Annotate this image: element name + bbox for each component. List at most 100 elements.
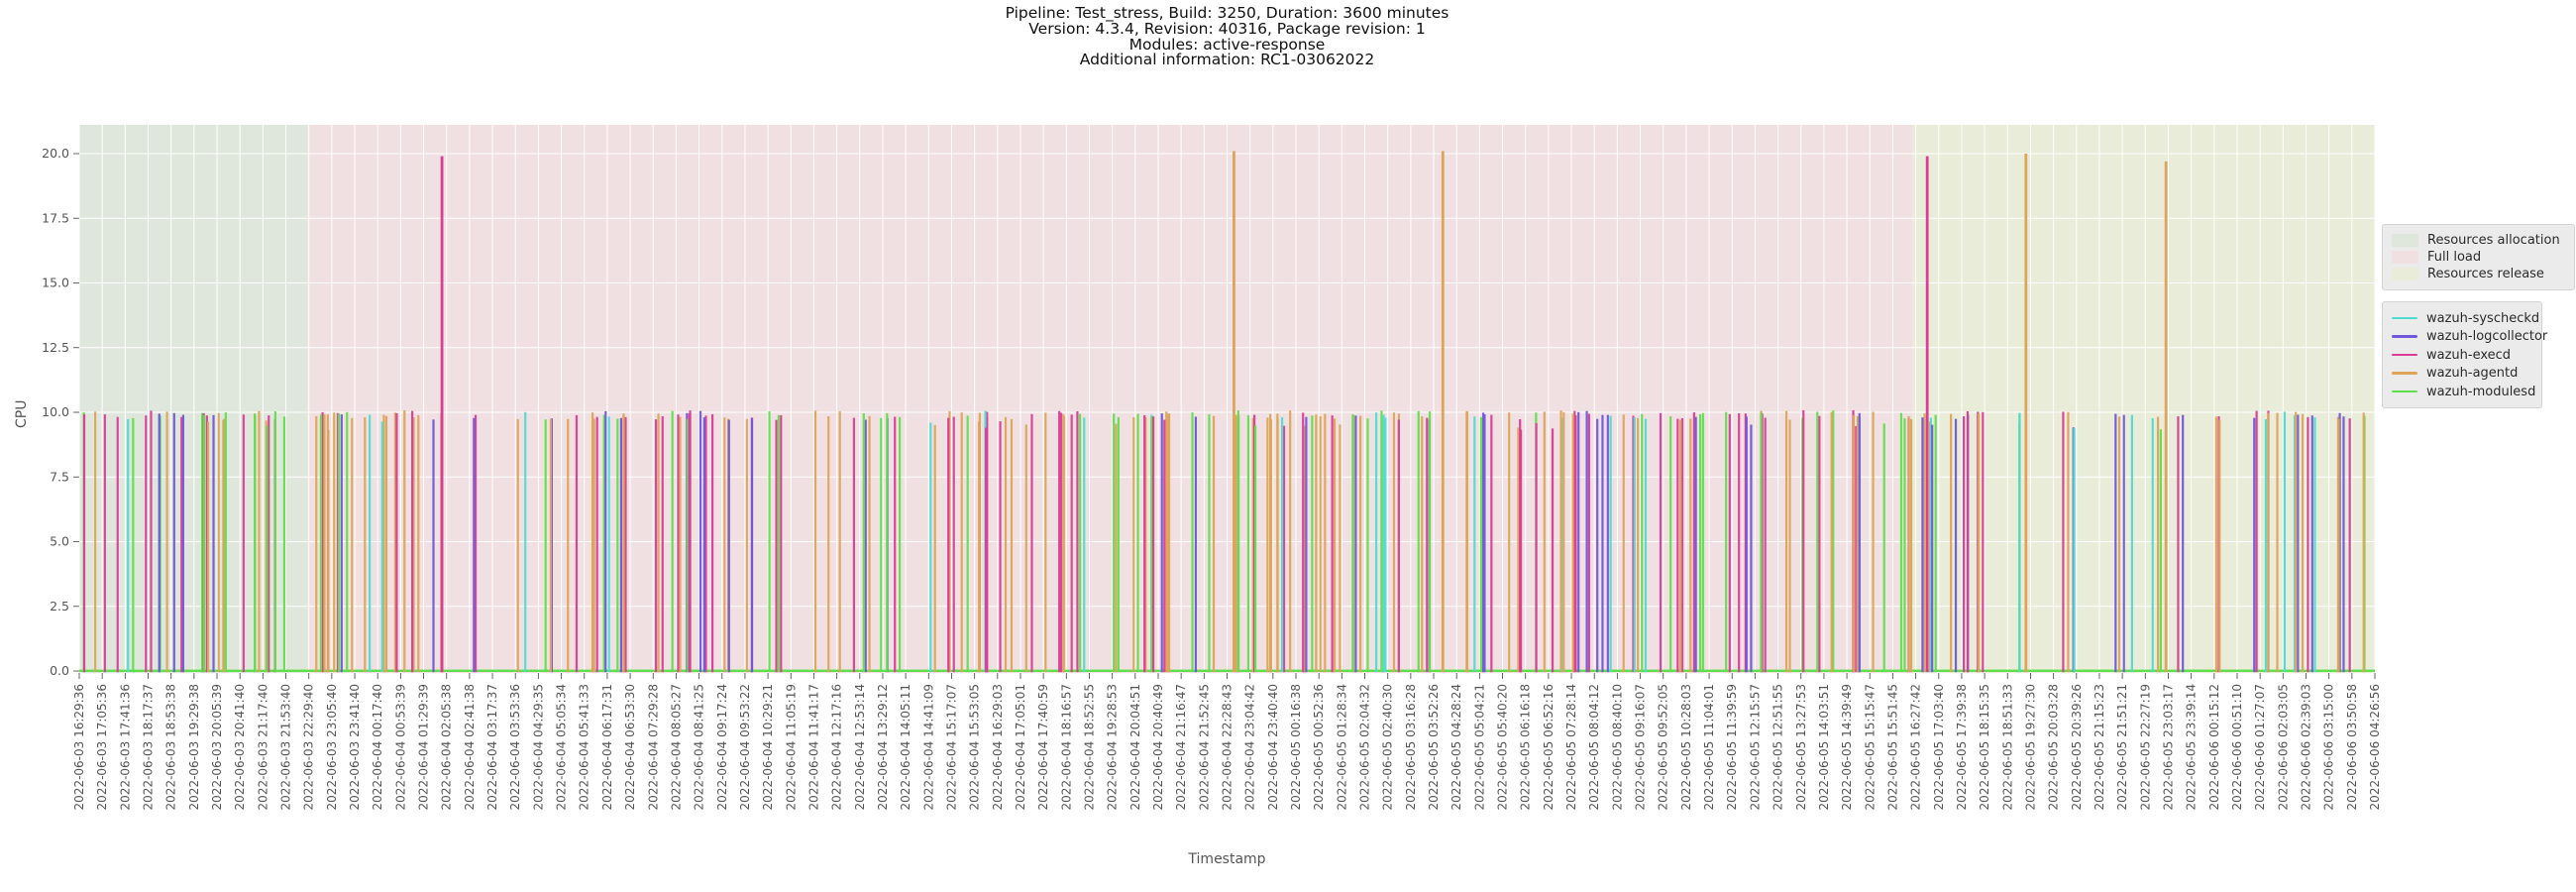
x-tick-label: 2022-06-04 17:40:59 (1036, 684, 1050, 810)
x-tick-label: 2022-06-04 11:41:17 (806, 684, 820, 810)
x-tick-label: 2022-06-04 09:17:24 (715, 684, 729, 810)
x-tick-label: 2022-06-04 16:29:03 (991, 684, 1005, 810)
x-tick-label: 2022-06-03 18:17:37 (142, 684, 156, 810)
x-tick-label: 2022-06-04 22:28:43 (1221, 684, 1234, 810)
y-tick-label: 10.0 (42, 404, 69, 419)
x-tick-label: 2022-06-04 21:16:47 (1174, 684, 1188, 810)
x-tick-label: 2022-06-05 20:39:26 (2070, 684, 2084, 810)
cpu-peak-spikes (440, 151, 2168, 673)
title-line-additional: Additional information: RC1-03062022 (1079, 51, 1375, 69)
x-tick-label: 2022-06-05 12:51:55 (1771, 684, 1785, 810)
x-tick-label: 2022-06-04 15:53:05 (968, 684, 982, 810)
x-tick-label: 2022-06-05 18:15:35 (1978, 684, 1991, 810)
x-tick-label: 2022-06-05 23:39:14 (2185, 684, 2199, 810)
x-tick-label: 2022-06-05 19:27:30 (2023, 684, 2037, 810)
legend-series: wazuh-syscheckd wazuh-logcollector wazuh-e… (2382, 301, 2547, 408)
legend-label: Resources allocation (2427, 233, 2560, 248)
x-tick-label: 2022-06-03 21:17:40 (256, 684, 269, 810)
line-swatch-wazuh-syscheckd (2392, 316, 2417, 320)
patch-swatch-full-load (2392, 251, 2418, 264)
x-tick-label: 2022-06-04 13:29:12 (876, 684, 890, 810)
title-line-pipeline: Pipeline: Test_stress, Build: 3250, Dura… (1005, 4, 1449, 22)
x-tick-label: 2022-06-04 12:17:16 (830, 684, 844, 810)
title-line-version: Version: 4.3.4, Revision: 40316, Package… (1028, 19, 1426, 38)
cpu-burst-bars (82, 409, 2366, 673)
x-tick-label: 2022-06-03 23:05:40 (325, 684, 339, 810)
x-tick-label: 2022-06-06 03:15:00 (2322, 684, 2336, 810)
x-tick-label: 2022-06-04 15:17:07 (944, 684, 958, 810)
x-tick-label: 2022-06-05 10:28:03 (1679, 684, 1693, 810)
x-tick-label: 2022-06-05 05:04:21 (1472, 684, 1486, 810)
x-tick-label: 2022-06-04 08:05:27 (669, 684, 683, 810)
x-tick-label: 2022-06-04 02:41:38 (463, 684, 477, 810)
x-tick-label: 2022-06-04 10:29:21 (761, 684, 775, 810)
x-tick-label: 2022-06-04 21:52:45 (1197, 684, 1211, 810)
x-tick-label: 2022-06-04 04:29:35 (531, 684, 545, 810)
x-axis-ticks: 2022-06-03 16:29:36 2022-06-03 17:05:36 20… (72, 673, 2382, 810)
x-tick-label: 2022-06-05 09:52:05 (1657, 684, 1670, 810)
x-tick-label: 2022-06-05 16:27:42 (1909, 684, 1923, 810)
x-tick-label: 2022-06-03 22:29:40 (302, 684, 316, 810)
legend-label: wazuh-modulesd (2426, 384, 2536, 399)
x-tick-label: 2022-06-04 05:41:33 (578, 684, 591, 810)
grid-lines (78, 125, 2376, 673)
legend-item-full-load: Full load (2392, 249, 2565, 266)
x-tick-label: 2022-06-05 18:51:33 (2000, 684, 2014, 810)
x-tick-label: 2022-06-04 11:05:19 (784, 684, 798, 810)
patch-swatch-resources-allocation (2392, 234, 2418, 247)
x-tick-label: 2022-06-04 03:53:36 (508, 684, 522, 810)
x-tick-label: 2022-06-03 16:29:36 (72, 684, 86, 810)
x-tick-label: 2022-06-06 00:15:12 (2207, 684, 2221, 810)
x-tick-label: 2022-06-06 03:50:58 (2345, 684, 2359, 810)
x-tick-label: 2022-06-03 23:41:40 (348, 684, 362, 810)
x-tick-label: 2022-06-06 01:27:07 (2253, 684, 2267, 810)
x-tick-label: 2022-06-04 23:40:40 (1266, 684, 1280, 810)
x-tick-label: 2022-06-05 21:51:21 (2115, 684, 2129, 810)
x-tick-label: 2022-06-05 09:16:07 (1634, 684, 1648, 810)
x-tick-label: 2022-06-04 07:29:28 (646, 684, 660, 810)
x-tick-label: 2022-06-04 14:41:09 (921, 684, 935, 810)
x-tick-label: 2022-06-03 18:53:38 (164, 684, 178, 810)
x-tick-label: 2022-06-03 17:41:36 (118, 684, 132, 810)
x-tick-label: 2022-06-04 14:05:11 (899, 684, 912, 810)
x-tick-label: 2022-06-05 01:28:34 (1335, 684, 1348, 810)
x-tick-label: 2022-06-05 11:39:59 (1725, 684, 1739, 810)
x-tick-label: 2022-06-03 19:29:38 (187, 684, 201, 810)
legend-background-regions: Resources allocation Full load Resources r… (2382, 224, 2575, 290)
x-tick-label: 2022-06-06 04:26:56 (2368, 684, 2382, 810)
y-tick-label: 7.5 (50, 469, 69, 484)
legend-label: Full load (2427, 250, 2482, 265)
y-axis-label: CPU (14, 399, 30, 428)
x-tick-label: 2022-06-04 18:16:57 (1059, 684, 1073, 810)
y-tick-label: 12.5 (42, 340, 69, 355)
x-tick-label: 2022-06-04 06:53:30 (623, 684, 637, 810)
x-tick-label: 2022-06-05 00:16:38 (1289, 684, 1303, 810)
patch-swatch-resources-release (2392, 268, 2418, 280)
x-tick-label: 2022-06-05 21:15:23 (2093, 684, 2106, 810)
x-tick-label: 2022-06-05 23:03:17 (2161, 684, 2175, 810)
x-tick-label: 2022-06-05 06:52:16 (1542, 684, 1556, 810)
x-tick-label: 2022-06-03 17:05:36 (95, 684, 109, 810)
x-tick-label: 2022-06-05 15:51:45 (1885, 684, 1899, 810)
chart-title: Pipeline: Test_stress, Build: 3250, Dura… (79, 4, 2375, 69)
legend-item-resources-release: Resources release (2392, 266, 2565, 282)
x-tick-label: 2022-06-05 00:52:36 (1312, 684, 1326, 810)
x-tick-label: 2022-06-05 22:27:19 (2138, 684, 2152, 810)
x-tick-label: 2022-06-06 02:39:03 (2299, 684, 2312, 810)
x-tick-label: 2022-06-04 18:52:55 (1082, 684, 1096, 810)
legend-label: wazuh-execd (2426, 347, 2512, 363)
line-swatch-wazuh-agentd (2392, 372, 2417, 375)
x-tick-label: 2022-06-04 19:28:53 (1106, 684, 1120, 810)
x-tick-label: 2022-06-04 08:41:25 (693, 684, 706, 810)
x-tick-label: 2022-06-04 23:04:42 (1243, 684, 1257, 810)
x-tick-label: 2022-06-05 20:03:28 (2047, 684, 2061, 810)
x-tick-label: 2022-06-04 06:17:31 (600, 684, 614, 810)
x-tick-label: 2022-06-06 02:03:05 (2276, 684, 2290, 810)
x-tick-label: 2022-06-05 03:16:28 (1404, 684, 1418, 810)
x-tick-label: 2022-06-04 00:53:39 (393, 684, 407, 810)
x-tick-label: 2022-06-04 00:17:40 (371, 684, 384, 810)
title-line-modules: Modules: active-response (1128, 35, 1326, 54)
y-tick-label: 5.0 (50, 534, 69, 549)
x-tick-label: 2022-06-05 13:27:53 (1794, 684, 1808, 810)
